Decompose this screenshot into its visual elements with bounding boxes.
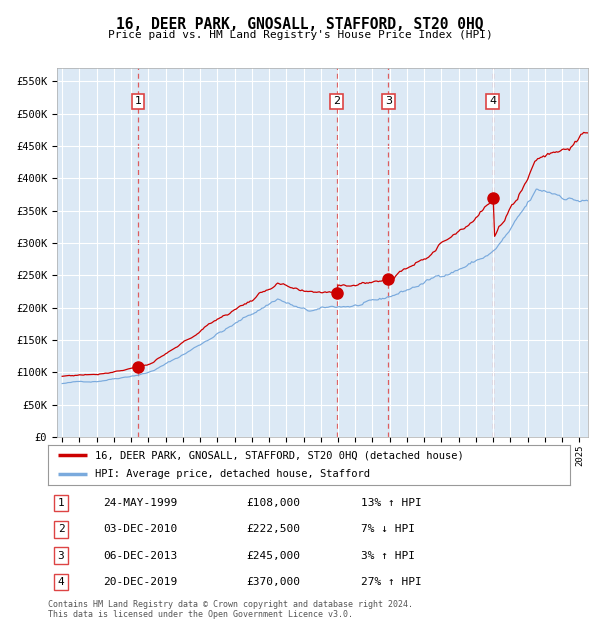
Text: 1: 1 <box>134 96 142 107</box>
Text: 2: 2 <box>58 525 64 534</box>
Text: £370,000: £370,000 <box>247 577 301 587</box>
Text: 20-DEC-2019: 20-DEC-2019 <box>103 577 177 587</box>
Text: 1: 1 <box>58 498 64 508</box>
Text: 3% ↑ HPI: 3% ↑ HPI <box>361 551 415 560</box>
Text: Price paid vs. HM Land Registry's House Price Index (HPI): Price paid vs. HM Land Registry's House … <box>107 30 493 40</box>
Text: 16, DEER PARK, GNOSALL, STAFFORD, ST20 0HQ: 16, DEER PARK, GNOSALL, STAFFORD, ST20 0… <box>116 17 484 32</box>
Text: £108,000: £108,000 <box>247 498 301 508</box>
Text: 06-DEC-2013: 06-DEC-2013 <box>103 551 177 560</box>
Text: 3: 3 <box>385 96 392 107</box>
Text: 3: 3 <box>58 551 64 560</box>
Text: 27% ↑ HPI: 27% ↑ HPI <box>361 577 422 587</box>
Text: 2: 2 <box>333 96 340 107</box>
Text: 24-MAY-1999: 24-MAY-1999 <box>103 498 177 508</box>
Text: 7% ↓ HPI: 7% ↓ HPI <box>361 525 415 534</box>
Text: Contains HM Land Registry data © Crown copyright and database right 2024.
This d: Contains HM Land Registry data © Crown c… <box>48 600 413 619</box>
Text: £245,000: £245,000 <box>247 551 301 560</box>
Text: HPI: Average price, detached house, Stafford: HPI: Average price, detached house, Staf… <box>95 469 370 479</box>
Text: 16, DEER PARK, GNOSALL, STAFFORD, ST20 0HQ (detached house): 16, DEER PARK, GNOSALL, STAFFORD, ST20 0… <box>95 450 464 461</box>
Text: 4: 4 <box>489 96 496 107</box>
Text: £222,500: £222,500 <box>247 525 301 534</box>
Text: 03-DEC-2010: 03-DEC-2010 <box>103 525 177 534</box>
Text: 4: 4 <box>58 577 64 587</box>
Text: 13% ↑ HPI: 13% ↑ HPI <box>361 498 422 508</box>
